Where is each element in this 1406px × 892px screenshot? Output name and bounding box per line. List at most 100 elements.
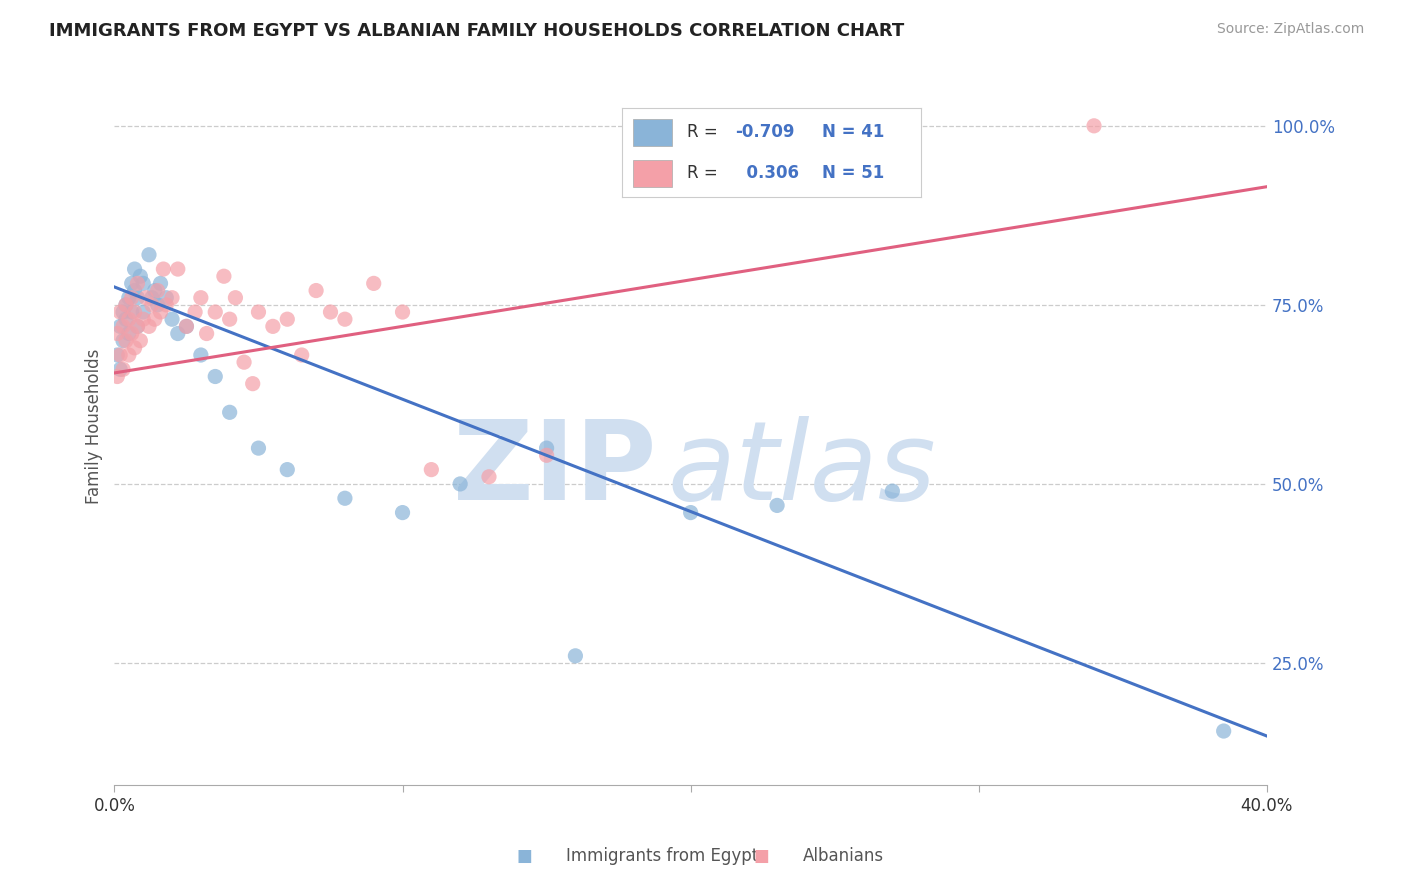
Text: Source: ZipAtlas.com: Source: ZipAtlas.com <box>1216 22 1364 37</box>
Point <box>218 405 240 419</box>
Point <box>129 269 152 284</box>
Point <box>478 469 501 483</box>
Point <box>291 348 314 362</box>
Point <box>108 319 131 334</box>
Point <box>333 312 356 326</box>
Point <box>212 269 235 284</box>
Point <box>115 298 138 312</box>
Y-axis label: Family Households: Family Households <box>86 349 103 504</box>
Point <box>115 334 138 348</box>
Point <box>127 319 149 334</box>
Point <box>155 291 177 305</box>
Point <box>132 312 155 326</box>
Point <box>176 319 198 334</box>
Point <box>115 312 138 326</box>
Point <box>138 248 160 262</box>
Point <box>112 305 135 319</box>
Point <box>1083 119 1105 133</box>
Point <box>190 348 212 362</box>
Point <box>166 262 188 277</box>
Point <box>105 369 128 384</box>
Point <box>143 284 166 298</box>
Point <box>204 305 226 319</box>
Point <box>420 462 443 476</box>
Point <box>127 319 149 334</box>
Text: Albanians: Albanians <box>803 847 884 865</box>
Point <box>176 319 198 334</box>
Point <box>105 326 128 341</box>
Point <box>146 284 169 298</box>
Point <box>124 341 146 355</box>
Point <box>149 305 172 319</box>
Text: ZIP: ZIP <box>453 416 657 523</box>
Point <box>766 499 789 513</box>
Point <box>121 291 143 305</box>
Point <box>536 448 558 462</box>
Point <box>124 262 146 277</box>
Point <box>247 441 270 455</box>
Text: IMMIGRANTS FROM EGYPT VS ALBANIAN FAMILY HOUSEHOLDS CORRELATION CHART: IMMIGRANTS FROM EGYPT VS ALBANIAN FAMILY… <box>49 22 904 40</box>
Point <box>242 376 264 391</box>
Point <box>166 326 188 341</box>
Point <box>247 305 270 319</box>
Text: atlas: atlas <box>668 416 936 523</box>
Point <box>121 305 143 319</box>
Point <box>112 319 135 334</box>
Point <box>184 305 207 319</box>
Point <box>391 305 413 319</box>
Point <box>155 298 177 312</box>
Point <box>132 277 155 291</box>
Point <box>195 326 218 341</box>
Point <box>129 334 152 348</box>
Point <box>882 484 904 499</box>
Point <box>1212 724 1234 739</box>
Point <box>118 291 141 305</box>
Point <box>115 298 138 312</box>
Point <box>262 319 284 334</box>
Point <box>152 262 174 277</box>
Point <box>233 355 256 369</box>
Point <box>121 277 143 291</box>
Point <box>536 441 558 455</box>
Point <box>679 506 702 520</box>
Point <box>127 291 149 305</box>
Point <box>135 291 157 305</box>
Point <box>112 334 135 348</box>
Text: Immigrants from Egypt: Immigrants from Egypt <box>567 847 759 865</box>
Point <box>141 298 163 312</box>
Point <box>124 284 146 298</box>
Point <box>112 362 135 376</box>
Point <box>118 312 141 326</box>
Point <box>224 291 246 305</box>
Point <box>319 305 342 319</box>
Point <box>305 284 328 298</box>
Point <box>333 491 356 506</box>
Point <box>108 305 131 319</box>
Point <box>160 312 183 326</box>
Point <box>138 319 160 334</box>
Point <box>276 462 298 476</box>
Point <box>149 277 172 291</box>
Point <box>127 277 149 291</box>
Point <box>204 369 226 384</box>
Point <box>218 312 240 326</box>
Point <box>124 305 146 319</box>
Point <box>118 348 141 362</box>
Point <box>190 291 212 305</box>
Point <box>105 348 128 362</box>
Point <box>108 348 131 362</box>
Point <box>564 648 586 663</box>
Point <box>160 291 183 305</box>
Text: ■: ■ <box>516 847 531 865</box>
Point <box>143 312 166 326</box>
Text: ■: ■ <box>754 847 769 865</box>
Point <box>276 312 298 326</box>
Point <box>121 326 143 341</box>
Point <box>449 477 471 491</box>
Point <box>108 362 131 376</box>
Point <box>141 291 163 305</box>
Point <box>118 326 141 341</box>
Point <box>146 298 169 312</box>
Point <box>391 506 413 520</box>
Point <box>132 305 155 319</box>
